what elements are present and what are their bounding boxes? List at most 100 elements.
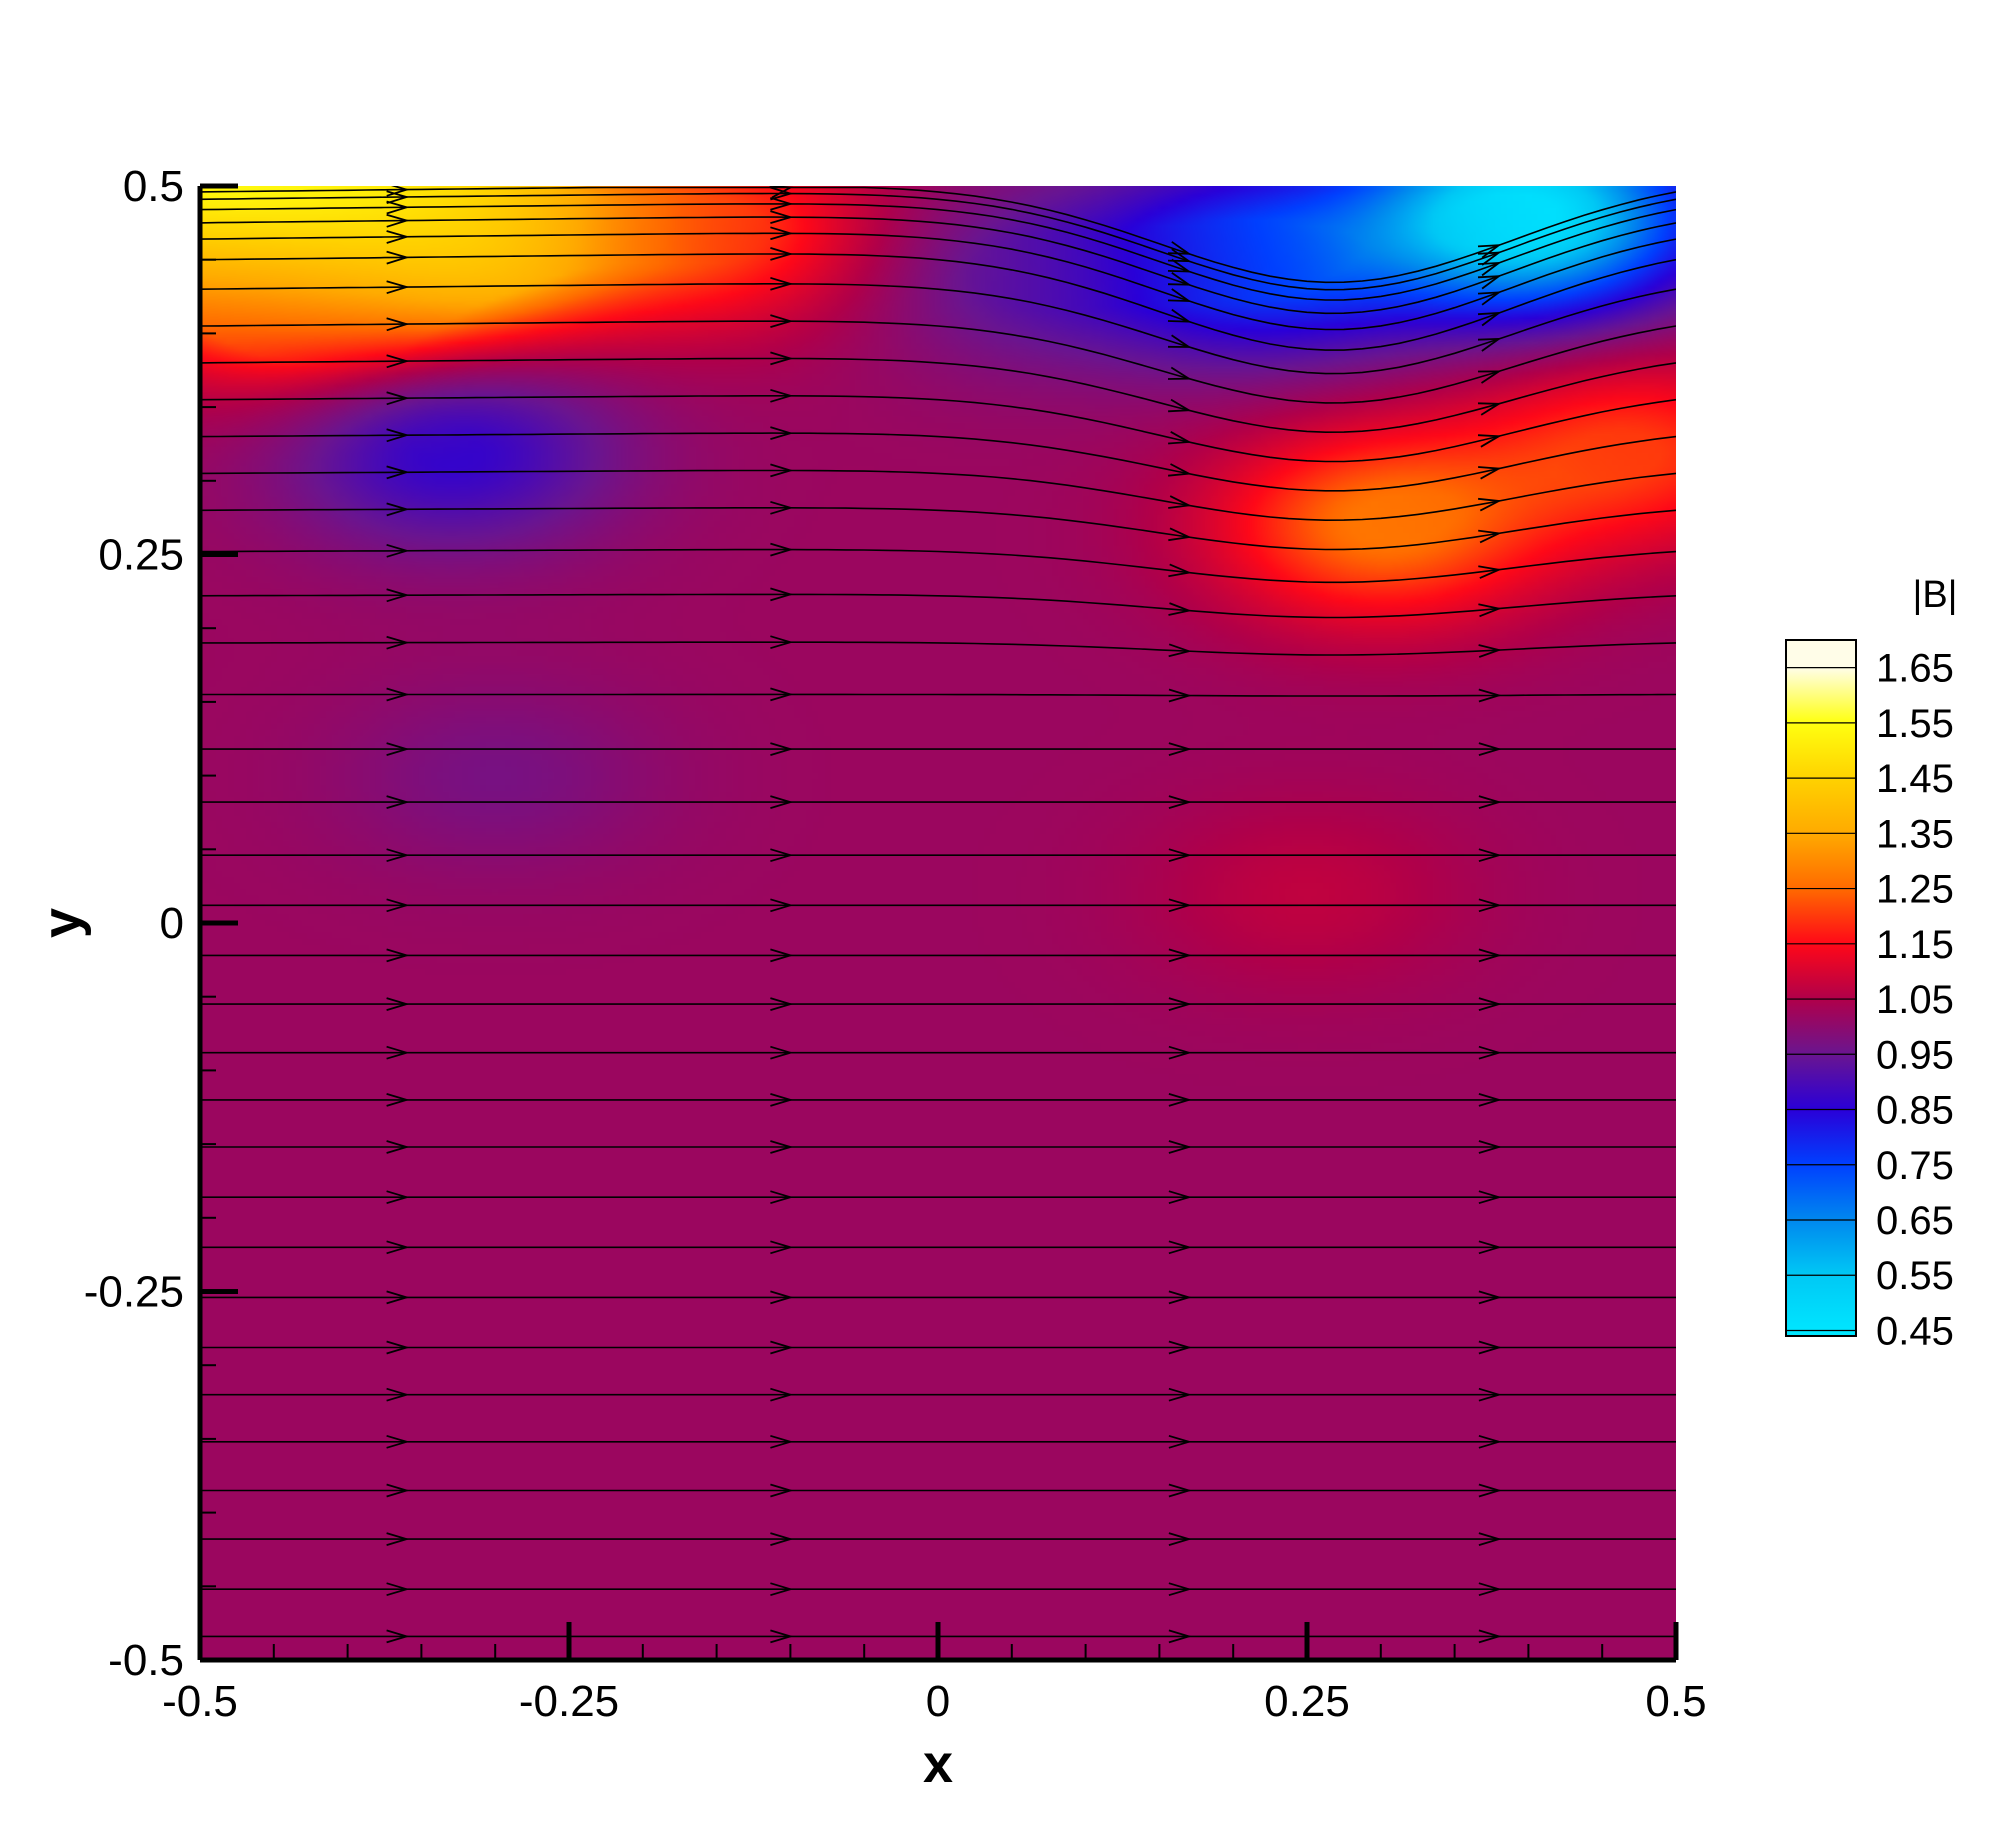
streamline xyxy=(200,232,1676,331)
streamlines xyxy=(200,186,1676,1644)
streamline-arrow xyxy=(770,500,794,515)
colorbar-label: 0.55 xyxy=(1876,1254,1954,1298)
streamline-arrow xyxy=(386,795,410,809)
streamline-arrow xyxy=(770,1093,794,1107)
streamline-arrow xyxy=(1168,948,1193,963)
streamline-arrow xyxy=(386,848,410,863)
streamline xyxy=(200,320,1676,404)
streamline-arrow xyxy=(1477,370,1502,384)
streamline-arrow xyxy=(770,186,794,201)
streamline-arrow xyxy=(386,1190,410,1205)
streamline-arrow xyxy=(770,795,794,809)
colorbar-labels: 1.65 1.55 1.45 1.35 1.25 1.15 1.05 0.95 0.85 0.75… xyxy=(1876,647,1954,1354)
streamline xyxy=(200,693,1676,697)
streamline-arrow xyxy=(770,635,794,650)
colorbar-label: 0.95 xyxy=(1876,1033,1954,1077)
x-tick-label: 0.5 xyxy=(1645,1677,1706,1726)
streamline-arrow xyxy=(770,1434,794,1449)
streamline-arrow xyxy=(386,1532,410,1546)
streamline-arrow xyxy=(770,463,794,478)
streamline xyxy=(200,192,1676,291)
streamline-arrow xyxy=(770,276,794,291)
streamline-arrow xyxy=(1167,288,1192,302)
streamline-arrow xyxy=(1168,1582,1193,1597)
streamline-arrow xyxy=(1478,1190,1503,1205)
streamline-arrow xyxy=(770,226,794,241)
colorbar-label: 1.65 xyxy=(1876,647,1954,691)
streamline-arrow xyxy=(1168,527,1192,542)
streamline-arrow xyxy=(770,587,794,602)
streamline xyxy=(200,641,1676,656)
streamline-arrow xyxy=(1478,1045,1503,1060)
streamline-arrow xyxy=(386,391,410,406)
streamline-arrow xyxy=(386,250,410,265)
streamline-arrow xyxy=(1478,1434,1503,1449)
streamline-arrow xyxy=(1167,241,1192,255)
streamline-arrow xyxy=(770,1483,794,1498)
streamline-arrow xyxy=(770,196,794,211)
y-tick-label: -0.25 xyxy=(84,1268,184,1317)
streamline-arrow xyxy=(770,1387,794,1402)
streamline-arrow xyxy=(1478,1387,1503,1402)
streamline-arrow xyxy=(386,1240,410,1255)
colorbar-gradient xyxy=(1785,639,1857,1337)
streamline-arrow xyxy=(1477,402,1502,416)
y-axis-title: y xyxy=(32,908,92,938)
streamline-arrow xyxy=(770,898,794,913)
streamline-arrow xyxy=(386,230,410,244)
colorbar-label: 1.35 xyxy=(1876,812,1954,856)
colorbar-label: 0.85 xyxy=(1876,1089,1954,1133)
streamline xyxy=(200,203,1676,301)
streamline xyxy=(200,186,1676,284)
streamline-arrow xyxy=(1478,948,1503,963)
streamline-arrow xyxy=(1478,1290,1503,1305)
streamline-arrow xyxy=(1478,1140,1503,1154)
streamline-arrow xyxy=(1477,337,1502,352)
streamline-arrow xyxy=(1167,308,1192,323)
streamline-arrow xyxy=(770,210,794,224)
streamline-arrow xyxy=(386,1140,410,1154)
streamline-arrow xyxy=(1478,466,1502,480)
streamline-arrow xyxy=(770,848,794,863)
streamline-arrow xyxy=(386,190,410,205)
streamline-arrow xyxy=(1478,742,1503,756)
streamline-arrow xyxy=(1168,1483,1193,1498)
colorbar-label: 1.45 xyxy=(1876,757,1954,801)
streamline-arrow xyxy=(386,635,410,650)
streamline-arrow xyxy=(770,1045,794,1060)
streamline xyxy=(200,469,1676,522)
streamline-arrow xyxy=(386,588,410,603)
streamline-arrow xyxy=(1168,1045,1193,1060)
streamline-arrow xyxy=(1168,848,1193,863)
streamline-arrow xyxy=(1168,997,1193,1011)
y-tick-label: 0 xyxy=(160,899,184,948)
streamline-arrow xyxy=(770,1190,794,1205)
colorbar: |B| 1.65 1.55 1.45 1.35 1.25 1.15 1.05 0.95 0.85… xyxy=(1785,574,1958,1354)
streamline-arrow xyxy=(386,687,410,702)
streamline-arrow xyxy=(1478,1582,1503,1597)
streamline-arrow xyxy=(386,317,410,332)
streamline-arrow xyxy=(386,280,410,295)
streamline-arrow xyxy=(1167,334,1192,348)
streamline-arrow xyxy=(1168,1290,1193,1305)
streamline-arrow xyxy=(1168,1387,1193,1402)
streamline-arrow xyxy=(770,687,794,702)
streamline xyxy=(200,432,1676,492)
streamline-arrow xyxy=(1478,1093,1503,1107)
y-tick-label: -0.5 xyxy=(108,1636,184,1685)
colorbar-label: 1.55 xyxy=(1876,702,1954,746)
streamline-arrow xyxy=(1168,1093,1193,1107)
streamline-arrow xyxy=(1478,1340,1503,1355)
streamline-arrow xyxy=(386,898,410,913)
streamline-arrow xyxy=(1168,898,1193,913)
streamline-arrow xyxy=(386,1290,410,1305)
streamline-arrow xyxy=(1478,1240,1503,1255)
colorbar-label: 1.05 xyxy=(1876,978,1954,1022)
streamline-arrow xyxy=(1477,434,1502,448)
streamline-arrow xyxy=(1168,431,1192,445)
streamline-arrow xyxy=(386,1045,410,1060)
magnitude-contour-image xyxy=(200,186,1676,1660)
streamline-arrow xyxy=(1478,848,1503,863)
streamline-arrow xyxy=(1478,795,1503,809)
streamline-arrow xyxy=(1478,997,1503,1011)
